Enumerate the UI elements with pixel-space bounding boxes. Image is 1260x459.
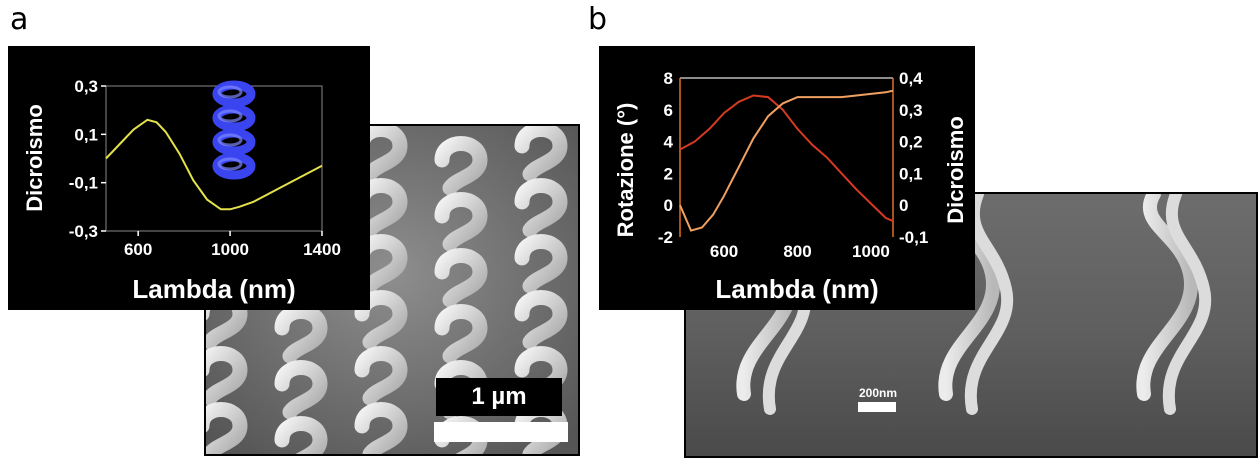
chart-b-y-tick-label: -2 [658,228,673,247]
chart-b-series-dichroism [679,89,894,232]
chart-b-x-axis-label: Lambda (nm) [715,274,878,304]
sem-coil [206,346,248,406]
chart-a-series-line [105,118,323,211]
sem-coil [514,126,568,182]
chart-a-svg: 0,3 0,1 -0,1 -0,3 600 1000 1400 Dicroismo Lam… [22,77,341,304]
chart-b-y-tick-label: 8 [664,69,673,88]
sem-coil [514,290,568,350]
chart-b-y2-tick-label: 0,2 [899,133,923,152]
chart-b-y-axis-label: Rotazione (°) [613,103,638,238]
sem-coil [434,304,488,364]
chart-b-y-tick-label: 0 [664,196,673,215]
scale-bar-label: 1 µm [436,378,562,416]
sem-coil [274,416,328,454]
scale-bar-label: 200nm [858,386,898,400]
sem-coil [434,136,488,196]
chart-b-y2-tick-label: 0,4 [899,69,923,88]
sem-nanowire [1162,194,1212,415]
chart-b-series-rotation [679,94,894,223]
sem-coil [274,304,328,364]
sem-coil [274,360,328,420]
chart-a-x-tick-label: 1400 [303,240,341,259]
sem-coil [354,346,408,406]
chart-b-y-tick-label: 2 [664,164,673,183]
chart-b-x-tick-label: 600 [710,242,738,261]
scale-bar [434,422,568,442]
sem-coil [434,192,488,252]
chart-a-y-tick-label: -0,1 [69,174,98,193]
sem-nanowire [964,194,1014,415]
chart-a-plot-area [105,85,323,232]
chart-b-y2-tick-label: 0,1 [899,164,923,183]
chart-a: 0,3 0,1 -0,1 -0,3 600 1000 1400 Dicroismo Lam… [8,46,370,310]
chart-a-x-axis-label: Lambda (nm) [132,274,295,304]
chart-a-y-tick-label: 0,3 [74,77,98,96]
sem-nanowire [1136,194,1199,401]
panel-label-b: b [588,2,608,37]
sem-coil [206,402,248,454]
helix-icon [212,80,256,180]
chart-b-x-tick-label: 800 [783,242,811,261]
chart-b-y2-tick-label: -0,1 [899,228,928,247]
chart-b-x-tick-label: 1000 [852,242,890,261]
chart-b-y2-tick-label: 0 [899,196,908,215]
chart-b-y2-tick-label: 0,3 [899,101,923,120]
chart-b-y-tick-label: 6 [664,101,673,120]
chart-a-y-tick-label: -0,3 [69,222,98,241]
chart-b-y-tick-label: 4 [664,133,674,152]
sem-coil [434,248,488,308]
chart-b: 8 6 4 2 0 -2 0,4 0,3 0,2 0,1 0 -0,1 600 800 1000 Rot… [599,46,975,310]
chart-b-y2-axis-label: Dicroismo [943,116,968,224]
chart-a-y-tick-label: 0,1 [74,125,98,144]
sem-coil [514,234,568,294]
sem-coil [514,178,568,238]
scale-bar [858,402,896,412]
sem-coil [354,402,408,454]
chart-a-x-tick-label: 600 [124,240,152,259]
panel-label-a: a [10,2,29,37]
chart-a-y-axis-label: Dicroismo [22,104,47,212]
chart-b-svg: 8 6 4 2 0 -2 0,4 0,3 0,2 0,1 0 -0,1 600 800 1000 Rot… [613,69,968,304]
chart-a-x-tick-label: 1000 [211,240,249,259]
